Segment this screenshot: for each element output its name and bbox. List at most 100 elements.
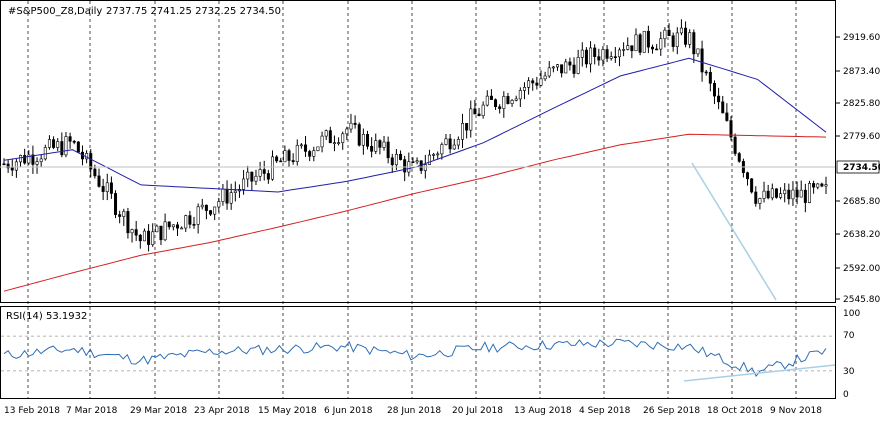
rsi-tick-label: 100 (843, 309, 860, 319)
candle-body (547, 67, 551, 77)
candle-body (564, 61, 568, 74)
candle-body (659, 38, 663, 50)
candle-body (783, 189, 787, 195)
candle-body (717, 95, 721, 103)
candle-body (601, 49, 605, 61)
candle-body (506, 96, 510, 104)
candle-body (246, 171, 250, 180)
candle-body (192, 224, 196, 226)
candle-body (812, 183, 816, 188)
candle-body (337, 142, 341, 144)
price-axis: 2919.60 2873.40 2825.80 2779.60 2685.80 … (836, 33, 880, 305)
candle-body (423, 164, 427, 171)
current-price-label: 2734.50 (843, 163, 880, 173)
candle-body (308, 151, 312, 157)
candle-body (770, 188, 774, 199)
price-tick-label: 2825.80 (843, 99, 880, 109)
candle-body (155, 225, 159, 233)
candle-body (39, 158, 43, 162)
candle-body (725, 112, 729, 121)
candle-body (134, 229, 138, 236)
candle-body (584, 49, 588, 65)
candle-body (754, 191, 758, 204)
candle-body (175, 224, 179, 229)
candle-body (481, 104, 485, 116)
symbol-label: #S&P500_Z8,Daily (8, 6, 102, 17)
date-tick-label: 15 May 2018 (258, 406, 317, 416)
candle-body (799, 189, 803, 198)
date-tick-label: 7 Mar 2018 (66, 406, 118, 416)
date-axis: 13 Feb 2018 7 Mar 2018 29 Mar 2018 23 Ap… (4, 406, 822, 416)
candle-body (489, 95, 493, 100)
candle-body (138, 234, 142, 242)
candle-body (473, 108, 477, 115)
candle-body (651, 46, 655, 50)
candle-body (109, 182, 113, 194)
candle-body (332, 142, 336, 144)
candle-body (514, 98, 518, 101)
candle-body (386, 141, 390, 159)
candle-body (180, 227, 184, 230)
candle-body (204, 204, 208, 211)
candle-body (527, 80, 531, 88)
candle-body (118, 214, 122, 217)
candle-body (72, 140, 76, 143)
candle-body (304, 144, 308, 152)
candle-body (816, 183, 820, 188)
candle-body (737, 153, 741, 162)
rsi-tick-label: 30 (843, 367, 855, 377)
candle-body (97, 175, 101, 187)
candle-body (580, 49, 584, 58)
date-tick-label: 20 Jul 2018 (452, 406, 503, 416)
candle-body (225, 188, 229, 204)
candle-body (76, 141, 80, 153)
candle-body (684, 27, 688, 45)
candle-body (345, 128, 349, 135)
candle-body (328, 130, 332, 144)
candle-body (147, 230, 151, 245)
current-price-tag (836, 160, 880, 174)
candle-body (171, 224, 175, 228)
candle-body (531, 80, 535, 84)
candle-body (312, 150, 316, 157)
candle-body (382, 141, 386, 148)
candles (2, 19, 828, 252)
candle-body (795, 189, 799, 198)
rsi-trendline[interactable] (683, 364, 836, 382)
candle-body (485, 95, 489, 106)
candle-body (14, 161, 18, 171)
candle-body (469, 108, 473, 131)
candle-body (31, 154, 35, 165)
price-trendline[interactable] (691, 162, 777, 301)
candle-body (494, 99, 498, 108)
candle-body (114, 193, 118, 215)
candle-body (23, 155, 27, 164)
candle-body (605, 49, 609, 59)
candle-body (704, 71, 708, 74)
candle-body (762, 190, 766, 199)
candle-body (461, 123, 465, 140)
candle-body (403, 159, 407, 173)
candle-body (444, 138, 448, 145)
date-tick-label: 13 Aug 2018 (514, 406, 572, 416)
candle-body (820, 183, 824, 187)
candle-body (807, 183, 811, 203)
main-panel-frame (0, 0, 836, 303)
candle-body (733, 136, 737, 154)
candle-body (617, 49, 621, 58)
candle-body (279, 160, 283, 163)
rsi-axis: 100 70 30 0 (843, 309, 860, 400)
candle-body (448, 138, 452, 150)
candle-body (101, 186, 105, 192)
candle-body (560, 64, 564, 74)
candle-body (299, 144, 303, 147)
candle-body (766, 190, 770, 199)
candle-body (10, 167, 14, 171)
candle-body (758, 198, 762, 204)
candle-body (188, 215, 192, 225)
slow-moving-average-line (3, 133, 827, 292)
ohlc-label: 2737.75 2741.25 2732.25 2734.50 (106, 6, 281, 17)
date-tick-label: 23 Apr 2018 (194, 406, 250, 416)
